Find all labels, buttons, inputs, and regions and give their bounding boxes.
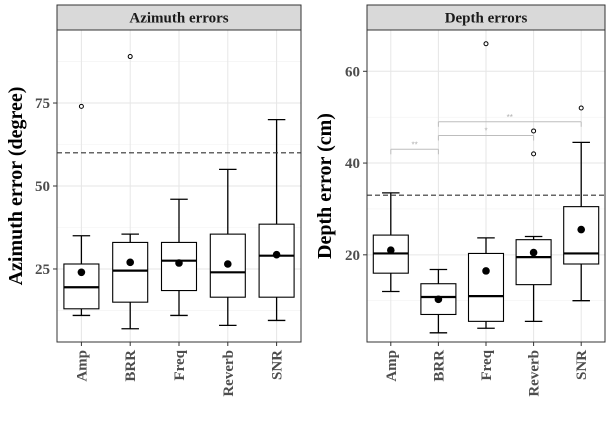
facet-title: Azimuth errors (129, 11, 228, 27)
mean-point (434, 295, 443, 304)
box-freq (160, 198, 198, 317)
box-amp (372, 192, 409, 293)
mean-point (224, 260, 232, 268)
box-reverb (515, 128, 552, 323)
box-iqr (515, 239, 552, 286)
significance-label: * (484, 127, 487, 136)
box-iqr (209, 233, 246, 298)
mean-point (482, 267, 490, 275)
outlier-point (531, 151, 537, 157)
outlier-point (127, 54, 133, 60)
y-axis-label: Azimuth error (degree) (5, 87, 27, 286)
x-tick-label: Amp (384, 350, 400, 382)
box-iqr (258, 223, 295, 298)
x-tick-label: Reverb (527, 350, 543, 397)
outlier-point (78, 103, 84, 109)
mean-point (529, 248, 538, 257)
box-brr (420, 268, 457, 334)
facet-title: Depth errors (445, 11, 528, 27)
box-iqr (112, 241, 149, 303)
facet-strip (56, 4, 302, 31)
box-iqr (563, 206, 600, 265)
mean-point (577, 225, 585, 234)
box-reverb (209, 168, 246, 327)
y-tick-label: 25 (35, 262, 50, 278)
x-tick-label: SNR (574, 350, 590, 380)
x-tick-label: Amp (74, 350, 90, 382)
mean-point (272, 250, 281, 259)
significance-bracket: ** (390, 140, 439, 155)
mean-point (126, 258, 134, 267)
x-tick-label: BRR (431, 350, 447, 382)
mean-point (77, 268, 86, 277)
box-snr (563, 105, 600, 302)
box-brr (112, 54, 149, 330)
significance-bracket: * (437, 127, 535, 141)
y-tick-label: 50 (35, 179, 50, 195)
x-tick-label: BRR (123, 350, 139, 382)
significance-label: ** (507, 113, 513, 122)
x-tick-label: Freq (479, 349, 495, 380)
box-amp (63, 103, 100, 317)
outlier-point (531, 128, 537, 134)
box-iqr (467, 252, 505, 322)
facet-strip (366, 4, 606, 31)
outlier-point (483, 41, 489, 47)
y-tick-label: 60 (345, 64, 360, 80)
mean-point (387, 246, 395, 255)
significance-label: ** (411, 140, 417, 149)
x-tick-label: Reverb (221, 350, 237, 397)
box-freq (467, 41, 505, 329)
significance-bracket: ** (437, 113, 582, 127)
y-tick-label: 75 (35, 96, 50, 112)
y-axis-label: Depth error (cm) (314, 113, 336, 259)
mean-point (175, 259, 183, 267)
x-tick-label: SNR (270, 350, 286, 380)
box-snr (258, 118, 295, 322)
panel-azimuth: Azimuth errors 25 50 75 Azimuth error (degre… (5, 4, 302, 397)
y-tick-label: 40 (345, 156, 360, 172)
y-tick-label: 20 (345, 248, 360, 264)
x-tick-label: Freq (172, 349, 188, 380)
outlier-point (578, 105, 584, 111)
